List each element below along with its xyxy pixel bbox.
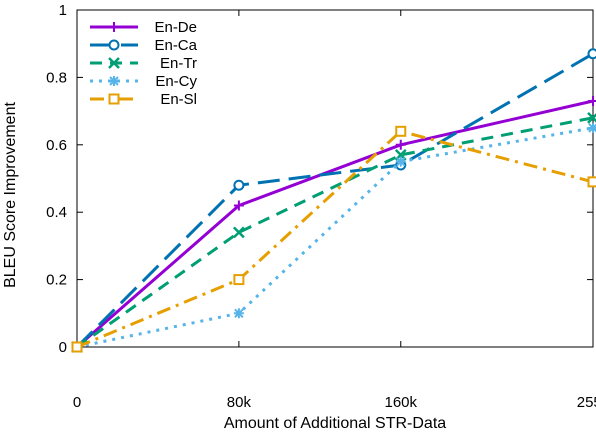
data-point-en-tr (234, 227, 244, 237)
data-point-en-cy (396, 157, 406, 167)
legend-label-en-ca: En-Ca (154, 37, 197, 54)
x-tick-label: 160k (384, 394, 417, 411)
x-tick-label: 0 (73, 394, 81, 411)
y-tick-label: 1 (59, 2, 67, 19)
y-tick-label: 0.6 (46, 137, 67, 154)
data-point-en-ca (589, 49, 596, 58)
legend-marker-en-cy (109, 76, 119, 86)
data-point-en-ca (234, 181, 243, 190)
legend-label-en-tr: En-Tr (160, 55, 197, 72)
y-tick-label: 0.2 (46, 272, 67, 289)
series-en-de (72, 96, 596, 352)
data-point-en-sl (589, 177, 596, 186)
x-tick-label: 255k (577, 394, 596, 411)
x-axis-label: Amount of Additional STR-Data (224, 415, 446, 432)
legend-entry-en-ca: En-Ca (90, 37, 198, 54)
legend-entry-en-tr: En-Tr (90, 55, 197, 72)
series-line-en-ca (77, 54, 593, 347)
series-line-en-sl (77, 131, 593, 347)
legend-label-en-de: En-De (154, 19, 197, 36)
data-point-en-de (396, 140, 406, 150)
series-line-en-tr (77, 118, 593, 347)
legend-label-en-cy: En-Cy (155, 73, 197, 90)
y-tick-label: 0.8 (46, 69, 67, 86)
series-en-sl (73, 127, 596, 352)
legend-label-en-sl: En-Sl (160, 91, 197, 108)
legend-entry-en-cy: En-Cy (90, 73, 197, 90)
data-point-en-sl (234, 275, 243, 284)
data-point-en-cy (588, 123, 596, 133)
data-point-en-sl (73, 343, 82, 352)
x-tick-label: 80k (227, 394, 252, 411)
legend-marker-en-ca (110, 41, 119, 50)
legend-entry-en-de: En-De (90, 19, 197, 36)
y-tick-label: 0.4 (46, 204, 67, 221)
legend-marker-en-sl (110, 95, 119, 104)
legend-entry-en-sl: En-Sl (90, 91, 197, 108)
series-lines (72, 49, 596, 352)
data-point-en-de (588, 96, 596, 106)
plot-frame (77, 10, 593, 347)
y-axis-label: BLEU Score Improvement (2, 102, 19, 288)
axes: 0 0.2 0.4 0.6 0.8 1 0 80k 160k 255k (46, 2, 596, 411)
data-point-en-cy (234, 308, 244, 318)
series-line-en-de (77, 101, 593, 347)
data-point-en-sl (396, 127, 405, 136)
legend-marker-en-de (109, 22, 119, 32)
series-en-ca (73, 49, 596, 351)
y-tick-label: 0 (59, 339, 67, 356)
